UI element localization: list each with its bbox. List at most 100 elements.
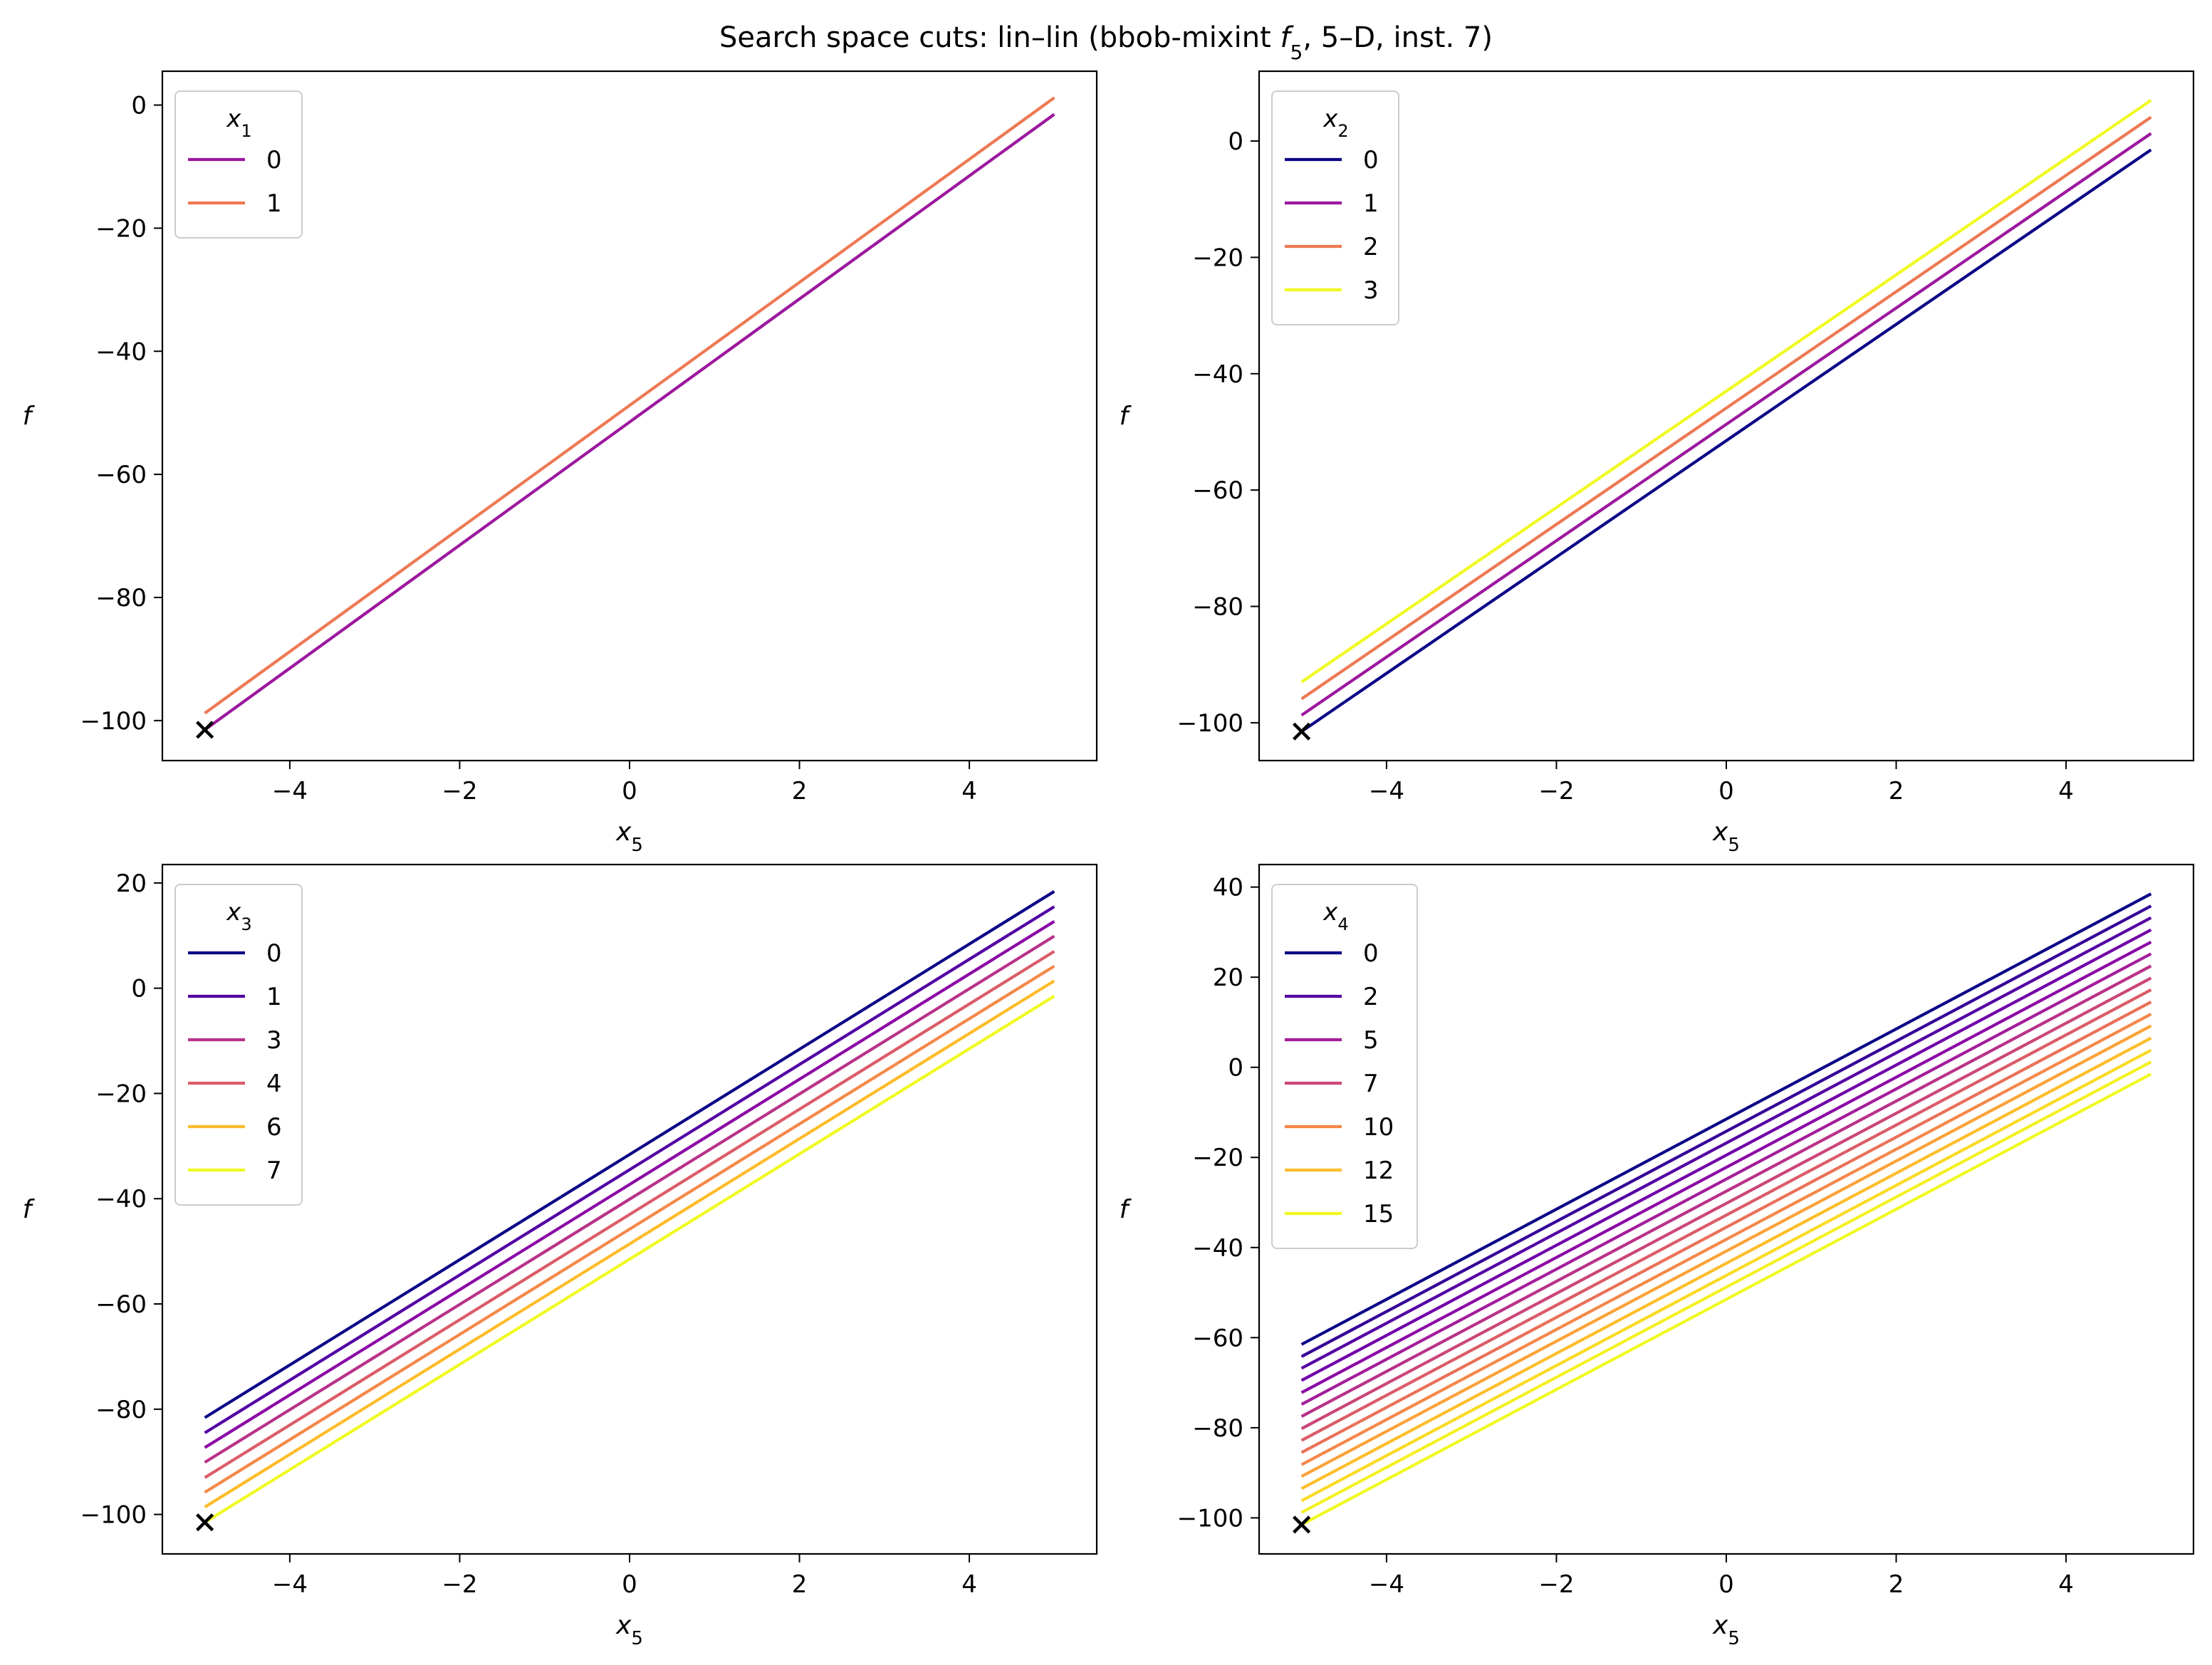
series-line: [204, 979, 1055, 1508]
y-tick-label: −40: [95, 338, 147, 366]
x-tick-label: 0: [622, 777, 637, 805]
legend-entry-label: 15: [1363, 1200, 1394, 1228]
y-tick-label: 20: [1213, 964, 1243, 992]
series-line: [1300, 988, 2152, 1442]
y-tick-label: −40: [1192, 1234, 1243, 1263]
series-line: [1300, 1001, 2152, 1454]
legend-title: x3: [226, 898, 251, 934]
series-line: [1300, 115, 2152, 701]
optimum-marker: [1293, 1515, 1311, 1534]
y-tick-label: −20: [1192, 1144, 1243, 1172]
series-line: [204, 905, 1055, 1434]
series-line: [204, 889, 1055, 1419]
series-line: [204, 964, 1055, 1494]
y-tick-label: −60: [1192, 1324, 1243, 1352]
legend-box: [1271, 884, 1418, 1249]
legend-entry-label: 4: [266, 1070, 282, 1098]
legend-box: [174, 884, 303, 1206]
y-tick-label: −80: [1192, 593, 1243, 622]
x-tick-label: 4: [2058, 777, 2074, 805]
legend-entry-label: 0: [1363, 146, 1379, 174]
x-tick-label: 2: [1889, 1570, 1904, 1599]
legend-entry-label: 7: [1363, 1070, 1379, 1098]
series-line: [1300, 1060, 2152, 1514]
series-line: [204, 920, 1055, 1449]
series-line: [204, 934, 1055, 1464]
y-tick-label: −80: [95, 1396, 147, 1424]
y-tick-label: 0: [1228, 1054, 1243, 1082]
y-tick-label: 0: [131, 92, 147, 120]
series-line: [1300, 99, 2152, 684]
series-line: [1300, 1072, 2152, 1526]
y-tick-label: −60: [95, 461, 147, 489]
legend-entry-label: 0: [266, 146, 282, 174]
legend-entry-label: 0: [1363, 939, 1379, 968]
series-line: [1300, 1048, 2152, 1503]
x-tick-label: −2: [442, 1570, 477, 1599]
x-axis-label: x5: [1712, 818, 1740, 856]
legend: x3 0 1 3 4 6 7: [174, 884, 303, 1206]
y-tick-label: 40: [1213, 874, 1243, 902]
legend-entry-label: 3: [266, 1026, 282, 1055]
series-line: [1300, 904, 2152, 1358]
legend: x2 0 1 2 3: [1271, 90, 1399, 325]
x-tick-label: 4: [2058, 1570, 2074, 1599]
x-tick-label: 4: [961, 1570, 977, 1599]
legend: x1 0 1: [174, 90, 303, 239]
series-line: [1300, 1036, 2152, 1491]
legend-entry-label: 2: [1363, 233, 1379, 261]
y-tick-label: −100: [1177, 709, 1243, 738]
series-line: [204, 950, 1055, 1479]
x-tick-label: 0: [622, 1570, 637, 1599]
legend-entry-label: 0: [266, 939, 282, 968]
legend-entry-label: 5: [1363, 1026, 1379, 1055]
y-tick-label: −100: [80, 707, 147, 736]
y-axis-label: f: [23, 402, 36, 431]
series-line: [1300, 952, 2152, 1406]
series-line: [204, 96, 1055, 715]
legend-box: [1271, 90, 1399, 325]
y-tick-label: −100: [80, 1501, 147, 1530]
legend-entry-label: 7: [266, 1157, 282, 1185]
legend-title: x1: [226, 105, 251, 141]
legend-entry-label: 10: [1363, 1113, 1394, 1142]
y-tick-label: −20: [95, 214, 147, 243]
series-line: [1300, 916, 2152, 1370]
series-line: [204, 113, 1055, 731]
x-tick-label: 2: [792, 777, 808, 805]
y-tick-label: 20: [116, 870, 147, 898]
x-tick-label: −4: [272, 777, 308, 805]
figure-title: Search space cuts: lin–lin (bbob-mixint …: [719, 21, 1493, 64]
legend-entry-label: 2: [1363, 983, 1379, 1011]
subplot-4: −4 −2 0 2 4−100−80−60−40−2002040x5fx40257101…: [1120, 863, 2195, 1649]
legend-title: x2: [1322, 105, 1348, 141]
x-tick-label: −2: [442, 777, 477, 805]
y-tick-label: −40: [1192, 360, 1243, 389]
optimum-marker: [196, 721, 214, 739]
x-tick-label: 0: [1718, 777, 1734, 805]
optimum-marker: [1293, 722, 1311, 741]
x-tick-label: 2: [792, 1570, 808, 1599]
y-tick-label: −100: [1177, 1504, 1243, 1533]
y-axis-label: f: [1120, 402, 1132, 431]
x-tick-label: −2: [1538, 777, 1574, 805]
y-tick-label: 0: [1228, 127, 1243, 156]
y-tick-label: −20: [95, 1080, 147, 1108]
x-tick-label: 4: [961, 777, 977, 805]
y-tick-label: −40: [95, 1185, 147, 1213]
legend-title: x4: [1322, 898, 1348, 934]
series-line: [204, 994, 1055, 1524]
y-tick-label: −60: [1192, 476, 1243, 505]
x-axis-label: x5: [615, 1611, 643, 1649]
legend-entry-label: 3: [1363, 276, 1379, 305]
legend: x4 0 2 5 7 10 12 15: [1271, 884, 1418, 1249]
y-tick-label: −20: [1192, 244, 1243, 272]
series-line: [1300, 940, 2152, 1394]
x-tick-label: −4: [1369, 777, 1404, 805]
y-tick-label: −80: [1192, 1414, 1243, 1443]
